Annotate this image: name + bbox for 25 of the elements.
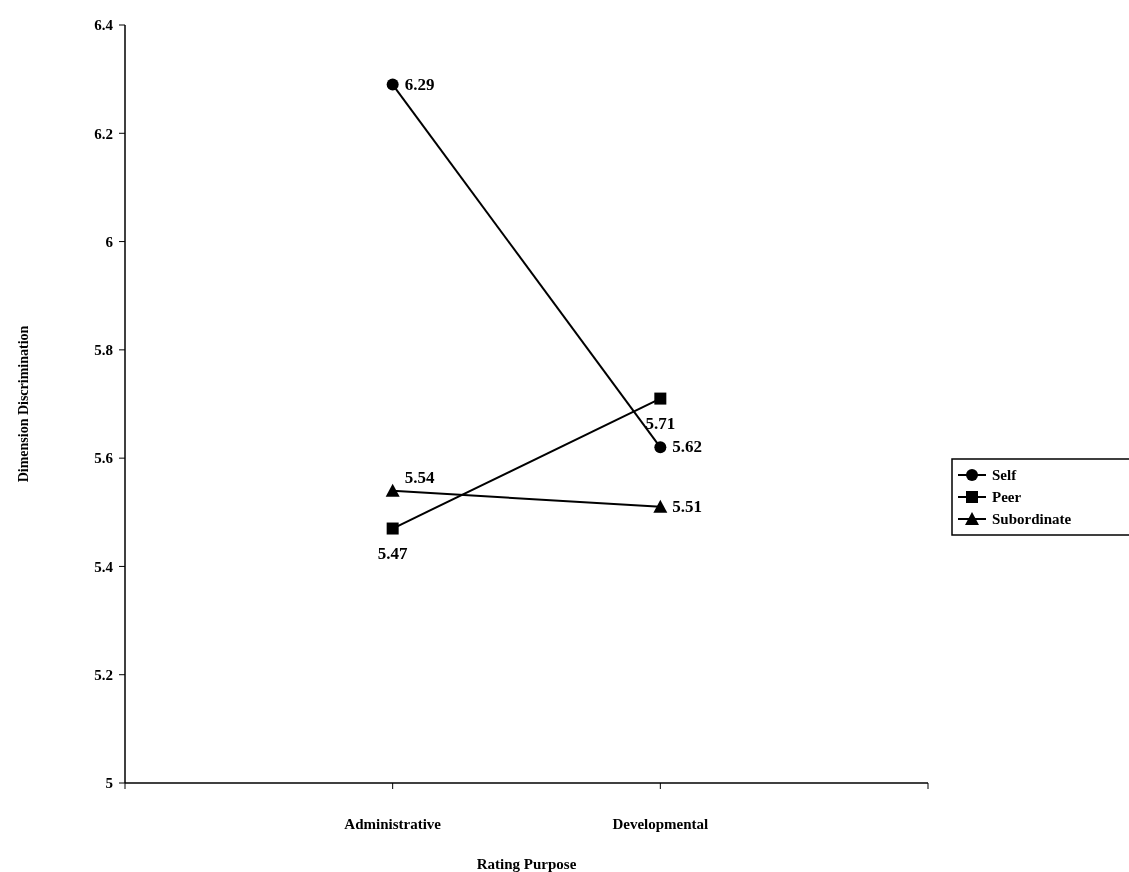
y-tick-label: 6.2	[94, 125, 113, 142]
y-axis-title: Dimension Discrimination	[16, 325, 31, 483]
legend-label: Peer	[992, 489, 1022, 506]
legend-label: Subordinate	[992, 511, 1072, 528]
y-tick-label: 5.4	[94, 558, 114, 575]
point	[386, 522, 399, 535]
y-tick-label: 5.2	[94, 666, 113, 683]
data-label: 5.54	[404, 467, 435, 487]
data-label: 5.62	[672, 437, 703, 457]
data-label: 5.71	[645, 413, 676, 433]
data-label: 5.47	[377, 543, 409, 563]
x-tick-label: Administrative	[344, 816, 442, 832]
y-tick-label: 5.6	[94, 450, 114, 467]
point	[654, 392, 667, 405]
x-axis-title: Rating Purpose	[476, 856, 577, 872]
data-label: 6.29	[404, 74, 435, 94]
x-tick-label: Developmental	[612, 816, 709, 832]
legend-label: Self	[992, 467, 1018, 484]
y-tick-label: 5	[105, 775, 113, 792]
y-tick-label: 5.8	[94, 342, 113, 359]
y-tick-label: 6	[105, 233, 114, 250]
data-label: 5.51	[672, 496, 703, 516]
point	[654, 441, 667, 454]
point	[386, 78, 399, 91]
y-tick-label: 6.4	[94, 17, 114, 34]
